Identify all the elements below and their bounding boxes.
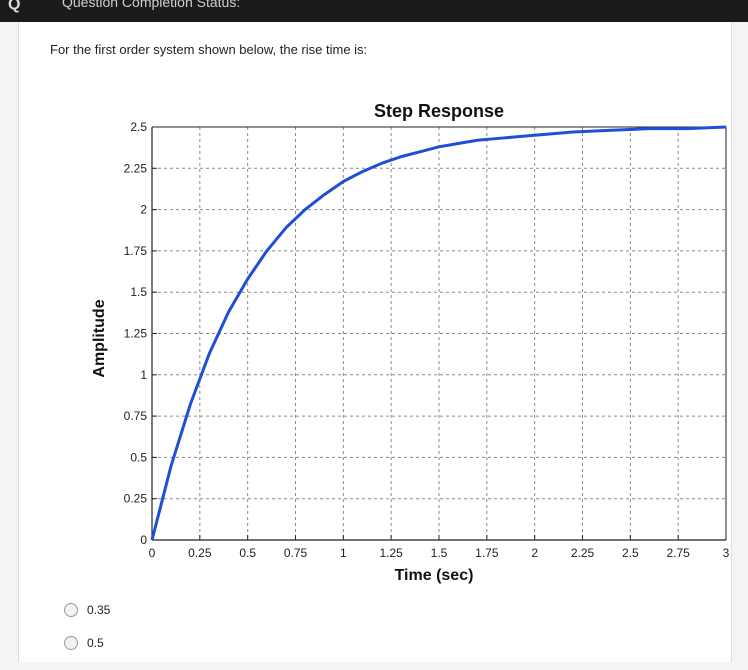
y-tick-label: 0: [140, 533, 147, 547]
answer-option-label: 0.35: [87, 603, 111, 617]
y-tick-label: 1.25: [124, 327, 148, 341]
step-response-line: [150, 125, 727, 541]
answer-option-label: 0.5: [87, 636, 104, 650]
question-icon: Q: [8, 0, 21, 13]
x-tick-label: 0.5: [239, 546, 256, 560]
x-axis-label: Time (sec): [395, 567, 474, 584]
x-tick-label: 0: [149, 546, 156, 560]
radio-button[interactable]: [64, 636, 78, 650]
y-tick-label: 2.5: [130, 120, 147, 134]
x-tick-label: 3: [723, 546, 730, 560]
answer-option-2[interactable]: 0.5: [64, 636, 104, 650]
x-tick-label: 2: [531, 546, 538, 560]
radio-button[interactable]: [64, 603, 78, 617]
completion-status-label: Question Completion Status:: [62, 0, 241, 10]
step-response-chart: 0 0.25 0.5 0.75 1 1.25 1.5 1.75 2 2.25 2.5 2.75 3 0 0.…: [91, 101, 730, 584]
y-tick-label: 0.75: [124, 409, 148, 423]
x-tick-label: 1.75: [475, 546, 499, 560]
x-tick-label: 2.5: [622, 546, 639, 560]
chart-title: Step Response: [374, 101, 504, 121]
y-tick-label: 1.75: [124, 244, 148, 258]
y-tick-label: 0.25: [124, 492, 148, 506]
x-tick-label: 2.25: [571, 546, 595, 560]
y-tick-label: 1.5: [130, 285, 147, 299]
y-tick-label: 1: [140, 368, 147, 382]
x-tick-label: 1.25: [379, 546, 403, 560]
y-tick-label: 2.25: [124, 161, 148, 175]
x-tick-label: 2.75: [666, 546, 690, 560]
x-tick-label: 1.5: [431, 546, 448, 560]
x-tick-label: 0.75: [284, 546, 308, 560]
answer-option-1[interactable]: 0.35: [64, 603, 110, 617]
y-tick-label: 2: [140, 203, 147, 217]
y-axis-label: Amplitude: [91, 299, 108, 377]
x-tick-label: 0.25: [188, 546, 212, 560]
question-text: For the first order system shown below, …: [50, 42, 368, 57]
y-tick-label: 0.5: [130, 450, 147, 464]
x-tick-label: 1: [340, 546, 347, 560]
top-bar: Q Question Completion Status:: [0, 0, 748, 22]
